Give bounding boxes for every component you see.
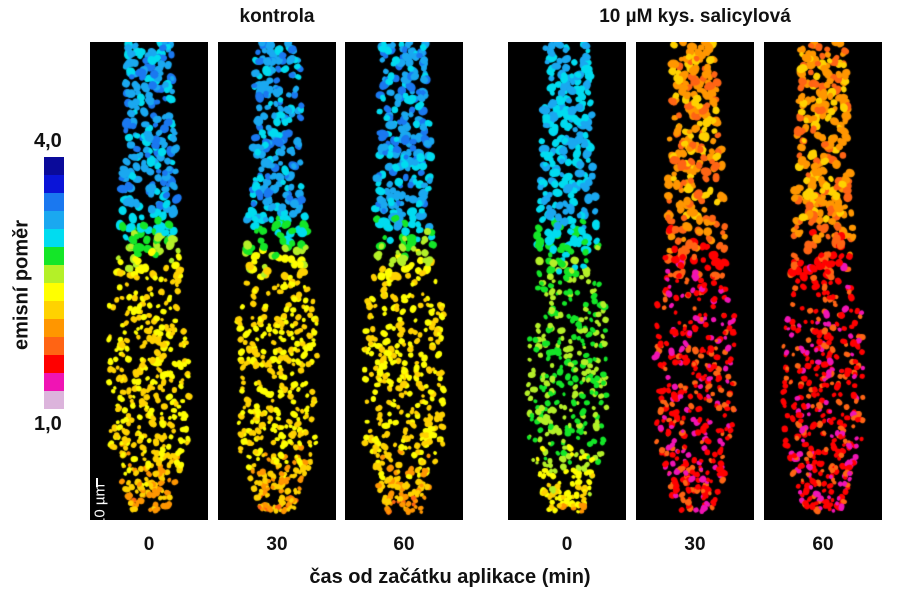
- panel-control-30: [218, 42, 336, 520]
- colorbar-segment: [44, 301, 64, 319]
- colorbar-segment: [44, 337, 64, 355]
- time-label: 60: [393, 534, 415, 555]
- x-axis-title: čas od začátku aplikace (min): [309, 566, 591, 588]
- panel-control-60: [345, 42, 463, 520]
- colorbar-axis-label: emisní poměr: [10, 219, 33, 351]
- colorbar-max-label: 4,0: [34, 130, 62, 152]
- time-label: 30: [266, 534, 288, 555]
- group-title-control: kontrola: [239, 6, 315, 27]
- colorbar-min-label: 1,0: [34, 413, 62, 435]
- group-title-salicylic-acid: 10 µM kys. salicylová: [599, 6, 791, 27]
- time-label: 60: [812, 534, 834, 555]
- colorbar-segment: [44, 193, 64, 211]
- colorbar-segment: [44, 265, 64, 283]
- colorbar-segment: [44, 247, 64, 265]
- colorbar-segment: [44, 355, 64, 373]
- colorbar-segment: [44, 283, 64, 301]
- colorbar-segment: [44, 157, 64, 175]
- colorbar-segment: [44, 211, 64, 229]
- colorbar-segment: [44, 391, 64, 409]
- panel-sa-60: [764, 42, 882, 520]
- colorbar-segment: [44, 229, 64, 247]
- panel-control-0: [90, 42, 208, 520]
- panel-sa-30: [636, 42, 754, 520]
- time-label: 0: [561, 534, 573, 555]
- panel-sa-0: [508, 42, 626, 520]
- scale-bar-label: 10 µm: [91, 484, 109, 526]
- colorbar-segment: [44, 319, 64, 337]
- colorbar-segment: [44, 373, 64, 391]
- scale-bar: [96, 478, 98, 487]
- colorbar-segment: [44, 175, 64, 193]
- time-label: 0: [143, 534, 155, 555]
- time-label: 30: [684, 534, 706, 555]
- colorbar: [44, 157, 64, 409]
